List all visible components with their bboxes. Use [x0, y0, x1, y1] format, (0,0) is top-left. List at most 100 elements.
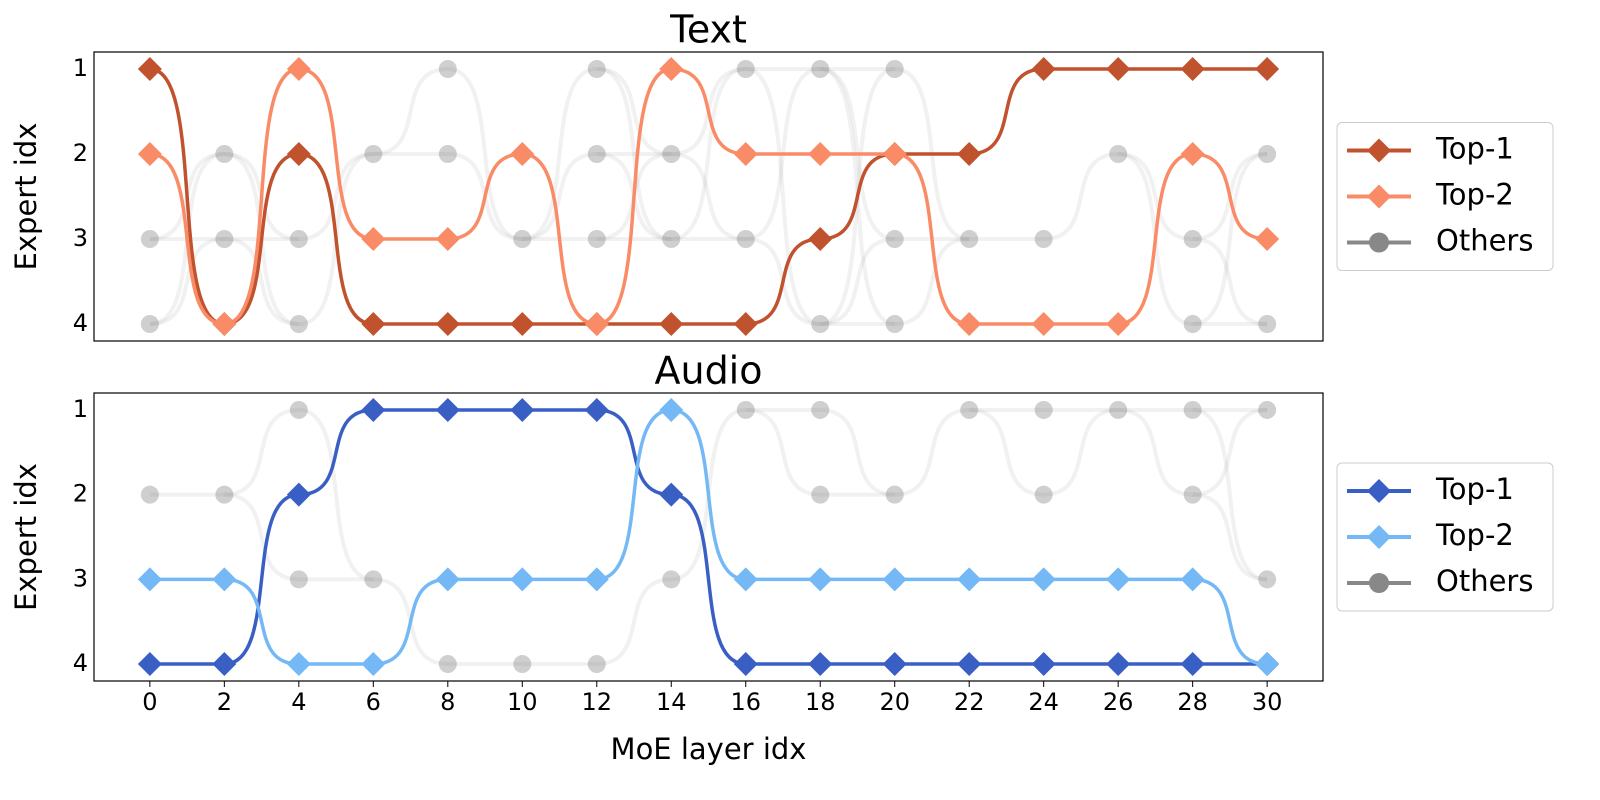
others-point [1258, 570, 1277, 589]
series-marker [361, 312, 386, 336]
series-marker [510, 142, 535, 166]
others-point [587, 145, 606, 163]
others-point [811, 60, 830, 78]
series-marker [137, 652, 162, 677]
others-point [811, 315, 830, 333]
series-marker [1106, 57, 1131, 81]
series-marker [361, 397, 386, 422]
others-point [811, 400, 830, 419]
series-marker [882, 142, 907, 166]
legend-marker [1367, 479, 1391, 503]
others-point [513, 655, 532, 674]
legend-label: Top-1 [1435, 132, 1514, 166]
others-line [522, 152, 597, 241]
series-marker [286, 57, 311, 81]
series-marker [1180, 57, 1205, 81]
x-tick-label: 26 [1103, 688, 1134, 716]
series-marker [584, 312, 609, 336]
axes-frame [93, 392, 1324, 682]
series-marker [808, 142, 833, 166]
x-tick-label: 30 [1252, 688, 1283, 716]
others-point [1109, 400, 1128, 419]
x-tick-label: 28 [1177, 688, 1208, 716]
series-marker [1180, 652, 1205, 677]
others-line [671, 152, 746, 241]
series-marker [212, 652, 237, 677]
others-point [1034, 400, 1053, 419]
others-point [364, 570, 383, 589]
legend-box [1336, 122, 1554, 271]
series-marker [1106, 312, 1131, 336]
series-marker [1255, 652, 1280, 677]
others-line [224, 237, 299, 326]
x-tick-label: 22 [954, 688, 985, 716]
series-marker [286, 652, 311, 677]
series-marker [733, 312, 758, 336]
others-line [745, 407, 821, 497]
series-marker [510, 397, 535, 422]
series-marker [286, 142, 311, 166]
y-tick-label: 4 [73, 649, 88, 677]
legend-marker [1367, 184, 1391, 209]
x-tick-label: 4 [291, 688, 306, 716]
series-marker [882, 567, 907, 592]
series-marker [584, 567, 609, 592]
x-axis-label: MoE layer idx [611, 732, 807, 766]
others-line [969, 407, 1044, 497]
series-marker [137, 142, 162, 166]
series-marker [1031, 567, 1056, 592]
others-line [1192, 237, 1268, 326]
series-marker [510, 567, 535, 592]
others-line [447, 67, 523, 241]
series-marker [212, 312, 237, 336]
legend-label: Others [1436, 224, 1533, 258]
others-line [894, 237, 970, 326]
others-point [885, 485, 904, 504]
others-line [820, 237, 895, 326]
others-point [513, 230, 532, 248]
series-marker [435, 567, 460, 592]
x-tick-label: 8 [440, 688, 455, 716]
others-point [1258, 400, 1277, 419]
others-point [885, 60, 904, 78]
others-point [885, 230, 904, 248]
series-marker [659, 397, 684, 422]
series-marker [659, 57, 684, 81]
others-point [736, 400, 755, 419]
others-point [662, 570, 681, 589]
legend-marker [1369, 232, 1389, 253]
legend-label: Top-2 [1435, 178, 1514, 212]
others-point [587, 655, 606, 674]
others-point [1183, 400, 1202, 419]
legend-label: Others [1436, 564, 1533, 598]
others-point [140, 485, 159, 504]
series-marker [957, 312, 982, 336]
others-line [596, 577, 672, 667]
x-tick-label: 24 [1028, 688, 1059, 716]
others-point [662, 145, 681, 163]
others-line [1192, 407, 1268, 582]
others-point [289, 400, 308, 419]
series-marker [1255, 57, 1280, 81]
series-marker [361, 227, 386, 251]
others-point [289, 570, 308, 589]
others-point [1258, 315, 1277, 333]
y-tick-label: 1 [73, 395, 88, 423]
x-tick-label: 0 [142, 688, 157, 716]
y-axis-label: Expert idx [9, 123, 43, 271]
legend-marker [1367, 138, 1391, 163]
series-marker [435, 227, 460, 251]
series-marker [212, 567, 237, 592]
others-line [894, 407, 970, 497]
x-tick-label: 14 [656, 688, 687, 716]
others-line [1192, 407, 1268, 497]
series-marker [957, 142, 982, 166]
series-marker [361, 652, 386, 677]
x-tick-label: 16 [730, 688, 761, 716]
others-line [298, 407, 374, 582]
others-point [215, 145, 234, 163]
others-point [438, 145, 457, 163]
others-point [736, 60, 755, 78]
others-line [596, 67, 672, 156]
